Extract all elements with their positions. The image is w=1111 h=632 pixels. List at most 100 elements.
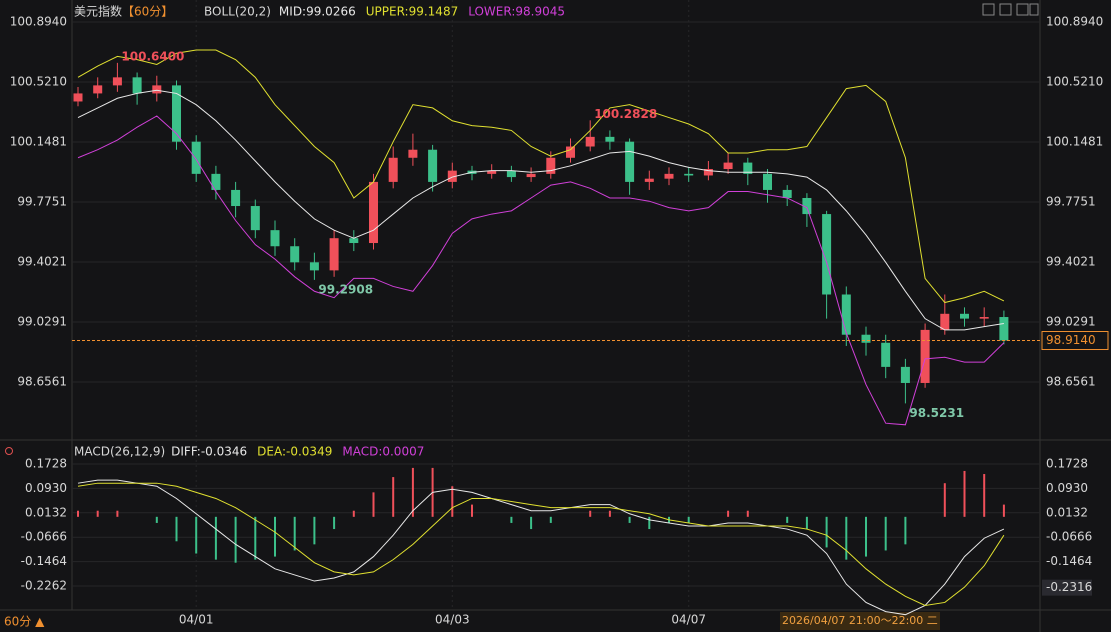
extreme-label: 100.6400 xyxy=(121,49,184,63)
legend-entry: DEA:-0.0349 xyxy=(257,445,332,459)
candle-body xyxy=(723,162,733,170)
y-tick-label: 98.6561 xyxy=(17,374,67,388)
candle-body xyxy=(625,141,635,182)
indicator-line xyxy=(77,89,1004,331)
candle-body xyxy=(349,238,359,244)
candle-body xyxy=(664,173,674,179)
candle-body xyxy=(172,85,181,142)
candle-body xyxy=(408,149,418,158)
y-tick-label: 100.8940 xyxy=(1046,15,1103,29)
y-tick-label: 0.0132 xyxy=(25,505,67,519)
candle-body xyxy=(822,214,832,295)
cursor-box xyxy=(780,612,940,630)
indicator-line xyxy=(77,49,1005,304)
y-tick-label: 99.4021 xyxy=(17,254,67,268)
indicator-icon[interactable] xyxy=(5,447,13,455)
candle-body xyxy=(309,262,319,271)
y-tick-label: 100.8940 xyxy=(10,15,67,29)
candle-body xyxy=(566,146,575,158)
tool-button[interactable] xyxy=(982,3,995,16)
period[interactable]: 【60分】 xyxy=(122,5,173,19)
symbol: 美元指数 xyxy=(74,4,122,19)
y-tick-label: -0.2262 xyxy=(21,578,67,592)
candle-body xyxy=(428,149,438,182)
candle-body xyxy=(329,238,339,271)
tool-button[interactable] xyxy=(999,3,1012,16)
candle-body xyxy=(782,189,792,198)
candle-body xyxy=(960,313,969,319)
y-tick-label: 0.0132 xyxy=(1046,505,1088,519)
candle-body xyxy=(152,85,162,94)
candle-body xyxy=(487,170,497,174)
candle-body xyxy=(743,162,753,174)
extreme-label: 98.5231 xyxy=(909,406,964,420)
indicator-line xyxy=(77,115,1005,426)
candle-body xyxy=(388,157,398,182)
price-box xyxy=(1041,331,1109,351)
candle-body xyxy=(73,93,83,102)
candle-body xyxy=(546,157,556,174)
candle-body xyxy=(644,178,654,182)
candle-body xyxy=(231,189,241,207)
candle-body xyxy=(447,170,457,182)
candle-body xyxy=(979,317,989,319)
indicator-name: BOLL(20,2) xyxy=(204,5,271,19)
price-label: 98.9140 xyxy=(1046,333,1096,347)
indicator-line xyxy=(77,479,1005,616)
y-tick-label: -0.1464 xyxy=(21,554,67,568)
y-tick-label: 99.0291 xyxy=(17,314,67,328)
candle-body xyxy=(605,136,615,142)
candle-body xyxy=(920,329,930,383)
y-tick-label: 99.7751 xyxy=(1046,194,1096,208)
candle-body xyxy=(112,77,122,86)
legend-entry: UPPER:99.1487 xyxy=(366,5,458,19)
y-tick-label: 0.1728 xyxy=(25,456,67,470)
candle-body xyxy=(999,317,1009,341)
y-tick-label: -0.0666 xyxy=(21,530,67,544)
y-tick-label: 98.6561 xyxy=(1046,374,1096,388)
legend-entry: MACD:0.0007 xyxy=(342,445,424,459)
y-tick-label: -0.1464 xyxy=(1046,554,1092,568)
y-tick-label: 0.1728 xyxy=(1046,456,1088,470)
y-tick-label: 99.7751 xyxy=(17,194,67,208)
candle-body xyxy=(250,206,260,231)
y-tick-label: 100.1481 xyxy=(1046,134,1103,148)
y-tick-label: 99.4021 xyxy=(1046,254,1096,268)
indicator-name: MACD(26,12,9) xyxy=(74,445,165,459)
candle-body xyxy=(191,141,201,174)
candle-body xyxy=(211,173,221,190)
cursor-time: 2026/04/07 21:00～22:00 二 xyxy=(782,614,938,627)
x-tick-label: 04/03 xyxy=(435,613,470,627)
candle-body xyxy=(585,136,595,147)
value-label: -0.2316 xyxy=(1046,580,1092,594)
legend-entry: MID:99.0266 xyxy=(279,5,356,19)
toolbar[interactable] xyxy=(982,3,1039,16)
y-tick-label: 99.0291 xyxy=(1046,314,1096,328)
candle-body xyxy=(290,246,300,263)
candle-body xyxy=(506,170,516,178)
y-tick-label: 0.0930 xyxy=(25,481,67,495)
tool-button[interactable] xyxy=(1016,3,1029,16)
candle-body xyxy=(763,173,772,190)
extreme-label: 99.2908 xyxy=(318,282,373,296)
candle-body xyxy=(526,173,536,178)
y-tick-label: -0.0666 xyxy=(1046,530,1092,544)
extreme-label: 100.2828 xyxy=(594,107,657,121)
tool-button[interactable] xyxy=(1029,3,1039,16)
y-tick-label: 100.1481 xyxy=(10,134,67,148)
x-tick-label: 04/07 xyxy=(671,613,706,627)
candle-body xyxy=(132,77,142,94)
candle-body xyxy=(841,294,851,335)
candle-body xyxy=(881,342,891,367)
legend-entry: DIFF:-0.0346 xyxy=(171,445,247,459)
y-tick-label: 100.5210 xyxy=(10,75,67,89)
candle-body xyxy=(802,197,812,215)
candle-body xyxy=(703,169,713,176)
value-box xyxy=(1042,579,1092,596)
candle-body xyxy=(861,334,871,343)
footer-period[interactable]: 60分 ▲ xyxy=(4,615,45,629)
candle-body xyxy=(93,85,103,94)
y-tick-label: 100.5210 xyxy=(1046,75,1103,89)
